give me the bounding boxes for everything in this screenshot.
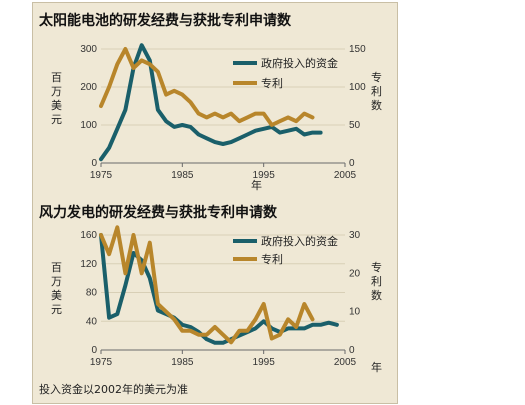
chart2-ylabel-right: 专利数 [371, 260, 382, 302]
chart1-series-patents-line [99, 47, 315, 127]
chart1-series-funding-line [99, 43, 323, 162]
chart2-ytick-right: 0 [349, 345, 355, 356]
chart2-ytick-right: 30 [349, 230, 361, 241]
chart2-xtick-label: 1995 [253, 357, 276, 368]
chart1-legend-funding: 政府投入的资金 [261, 56, 338, 70]
chart1-ytick-right: 150 [349, 44, 366, 55]
chart2-plot: 0 40 80 120 160 0 10 20 30 1975 1985 1995 2005 [80, 225, 361, 368]
chart2-xtick-label: 2005 [334, 357, 357, 368]
chart1-title: 太阳能电池的研发经费与获批专利申请数 [39, 12, 292, 29]
chart1-ytick-left: 300 [80, 44, 97, 55]
chart1-ytick-left: 0 [91, 158, 97, 169]
chart2-ytick-left: 80 [86, 288, 98, 299]
chart2-xtick-label: 1985 [171, 357, 194, 368]
figure-svg: 太阳能电池的研发经费与获批专利申请数 010020030005010015019… [39, 12, 382, 396]
chart1-ylabel-left: 百万美元 [51, 71, 62, 126]
chart1-xtick-label: 2005 [334, 170, 357, 181]
chart2-ytick-left: 120 [80, 259, 97, 270]
chart2-ytick-left: 40 [86, 316, 98, 327]
chart1-xlabel: 年 [251, 178, 262, 192]
figure-panel: 太阳能电池的研发经费与获批专利申请数 0 100 200 300 0 50 100 150 19… [32, 2, 398, 404]
chart1-ytick-left: 200 [80, 82, 97, 93]
chart2-series-patents-line [99, 225, 315, 345]
chart2-xlabel: 年 [371, 360, 382, 374]
chart1-legend-patents: 专利 [261, 76, 283, 90]
chart1-xtick-label: 1985 [171, 170, 194, 181]
chart1-ytick-right: 50 [349, 120, 361, 131]
chart1-ytick-right: 0 [349, 158, 355, 169]
chart1-ytick-left: 100 [80, 120, 97, 131]
chart2-ytick-right: 20 [349, 268, 361, 279]
chart2-legend-patents: 专利 [261, 252, 283, 266]
chart2-legend-funding: 政府投入的资金 [261, 234, 338, 248]
chart2-ytick-left: 160 [80, 230, 97, 241]
chart1-plot: 0 100 200 300 0 50 100 150 1975 1985 1995 2005 [80, 43, 366, 181]
chart1-xtick-label: 1995 [253, 170, 276, 181]
chart1-ylabel-right: 专利数 [371, 70, 382, 112]
chart2-xtick-label: 1975 [90, 357, 113, 368]
chart2-ytick-right: 10 [349, 307, 361, 318]
chart1-ytick-right: 100 [349, 82, 366, 93]
chart1-xtick-label: 1975 [90, 170, 113, 181]
chart2-ytick-left: 0 [91, 345, 97, 356]
chart2-ylabel-left: 百万美元 [51, 261, 62, 316]
footnote: 投入资金以2002年的美元为准 [39, 382, 188, 396]
chart2-title: 风力发电的研发经费与获批专利申请数 [39, 204, 278, 221]
